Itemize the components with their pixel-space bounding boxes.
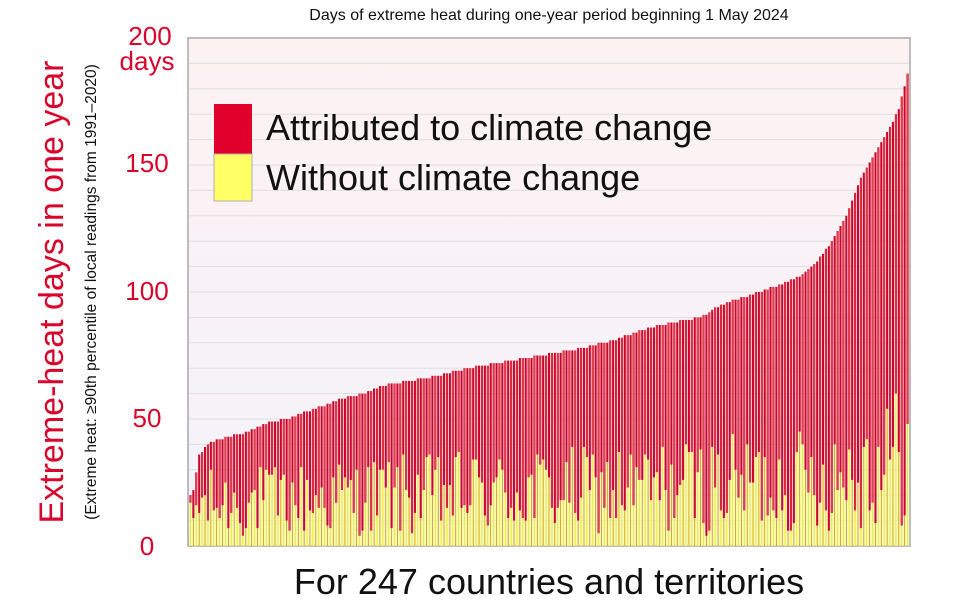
- y-axis-note: (Extreme heat: ≥90th percentile of local…: [83, 64, 100, 520]
- legend-label-without: Without climate change: [266, 157, 640, 198]
- y-tick-label: 50: [133, 403, 162, 433]
- legend-swatch-attributed: [214, 104, 252, 154]
- bars: [189, 73, 909, 546]
- legend: Attributed to climate change Without cli…: [213, 104, 712, 202]
- legend-label-attributed: Attributed to climate change: [266, 107, 712, 148]
- y-tick-unit: days: [120, 46, 175, 76]
- y-tick-label: 0: [140, 531, 154, 561]
- legend-swatch-without: [213, 153, 253, 202]
- y-tick-label: 150: [125, 148, 168, 178]
- chart-title: Days of extreme heat during one-year per…: [309, 7, 789, 24]
- x-axis-label: For 247 countries and territories: [294, 561, 804, 602]
- y-tick-label: 200: [128, 21, 171, 51]
- y-tick-label: 100: [125, 276, 168, 306]
- y-axis-label: Extreme-heat days in one year: [33, 60, 71, 523]
